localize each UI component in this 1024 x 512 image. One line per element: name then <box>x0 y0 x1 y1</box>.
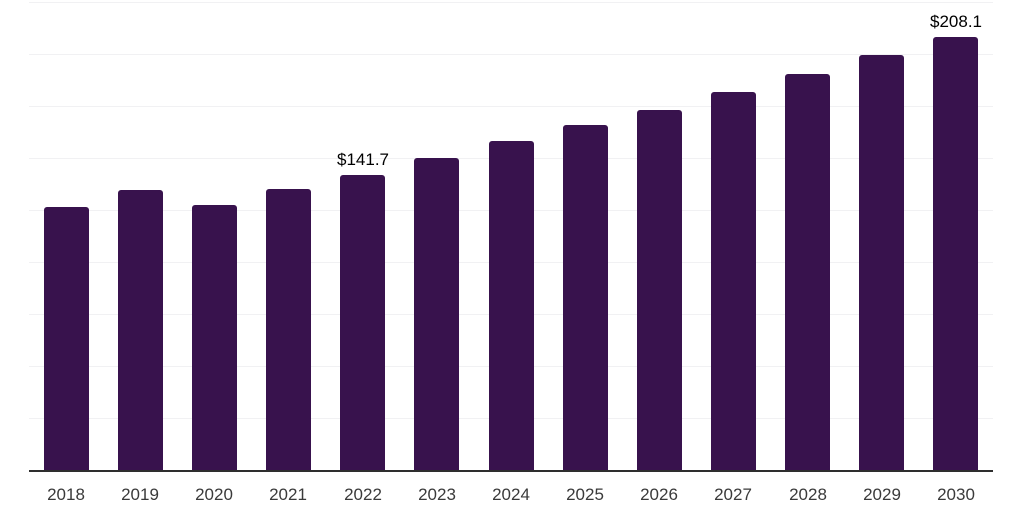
bar-2023 <box>414 158 459 470</box>
x-tick-label-2026: 2026 <box>640 485 678 504</box>
x-tick-label-2023: 2023 <box>418 485 456 504</box>
bar-2018 <box>44 207 89 470</box>
x-tick-label-2018: 2018 <box>47 485 85 504</box>
x-axis-labels: 2018 2019 2020 2021 2022 2023 2024 2025 2026 2027… <box>29 484 993 506</box>
x-tick-label-2025: 2025 <box>566 485 604 504</box>
bar-2019 <box>118 190 163 470</box>
gridline <box>29 54 993 55</box>
x-tick-label-2022: 2022 <box>344 485 382 504</box>
x-tick-label-2019: 2019 <box>121 485 159 504</box>
bar-2024 <box>489 141 534 470</box>
bar-2026 <box>637 110 682 470</box>
x-tick-label-2021: 2021 <box>269 485 307 504</box>
gridline <box>29 2 993 3</box>
bar-2028 <box>785 74 830 470</box>
bar-2021 <box>266 189 311 470</box>
plot-area: $141.7 $208.1 <box>29 0 993 470</box>
x-tick-label-2028: 2028 <box>789 485 827 504</box>
x-tick-label-2030: 2030 <box>937 485 975 504</box>
bar-2030 <box>933 37 978 470</box>
x-tick-label-2029: 2029 <box>863 485 901 504</box>
x-tick-label-2024: 2024 <box>492 485 530 504</box>
bar-value-label-2030: $208.1 <box>930 12 982 31</box>
bar-value-label-2022: $141.7 <box>337 150 389 169</box>
x-tick-label-2020: 2020 <box>195 485 233 504</box>
bar-2025 <box>563 125 608 470</box>
bar-2022 <box>340 175 385 470</box>
bar-2027 <box>711 92 756 470</box>
x-axis-line <box>29 470 993 472</box>
gridline <box>29 106 993 107</box>
x-tick-label-2027: 2027 <box>714 485 752 504</box>
bar-2020 <box>192 205 237 470</box>
bar-2029 <box>859 55 904 470</box>
